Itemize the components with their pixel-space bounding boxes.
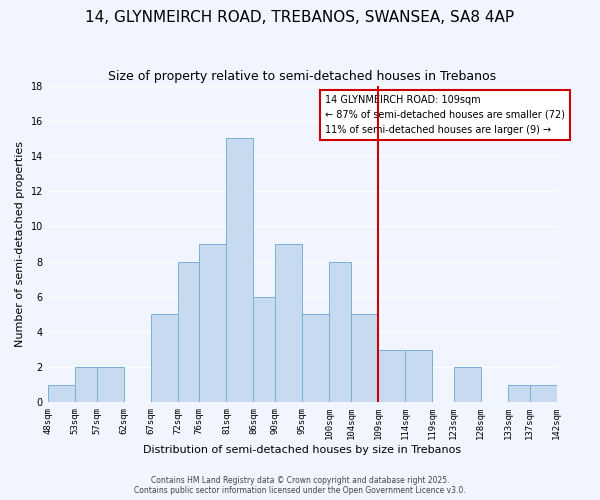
Bar	[75, 367, 97, 402]
Bar	[405, 350, 432, 403]
Text: 14 GLYNMEIRCH ROAD: 109sqm
← 87% of semi-detached houses are smaller (72)
11% of: 14 GLYNMEIRCH ROAD: 109sqm ← 87% of semi…	[325, 95, 565, 134]
Bar	[151, 314, 178, 402]
Bar	[178, 262, 199, 402]
Bar	[329, 262, 351, 402]
Bar	[302, 314, 329, 402]
Bar	[378, 350, 405, 403]
Bar	[454, 367, 481, 402]
Text: Contains HM Land Registry data © Crown copyright and database right 2025.
Contai: Contains HM Land Registry data © Crown c…	[134, 476, 466, 495]
Text: 14, GLYNMEIRCH ROAD, TREBANOS, SWANSEA, SA8 4AP: 14, GLYNMEIRCH ROAD, TREBANOS, SWANSEA, …	[85, 10, 515, 25]
Bar	[97, 367, 124, 402]
Bar	[530, 384, 557, 402]
Bar	[508, 384, 530, 402]
Bar	[199, 244, 226, 402]
Bar	[226, 138, 253, 402]
Bar	[48, 384, 75, 402]
Title: Size of property relative to semi-detached houses in Trebanos: Size of property relative to semi-detach…	[108, 70, 496, 83]
X-axis label: Distribution of semi-detached houses by size in Trebanos: Distribution of semi-detached houses by …	[143, 445, 461, 455]
Bar	[253, 296, 275, 403]
Y-axis label: Number of semi-detached properties: Number of semi-detached properties	[15, 141, 25, 347]
Bar	[275, 244, 302, 402]
Bar	[351, 314, 378, 402]
